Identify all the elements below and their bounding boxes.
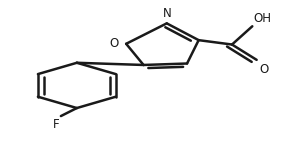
Text: N: N: [162, 7, 171, 20]
Text: F: F: [53, 118, 59, 131]
Text: OH: OH: [254, 12, 272, 25]
Text: O: O: [260, 63, 269, 76]
Text: O: O: [110, 37, 119, 50]
